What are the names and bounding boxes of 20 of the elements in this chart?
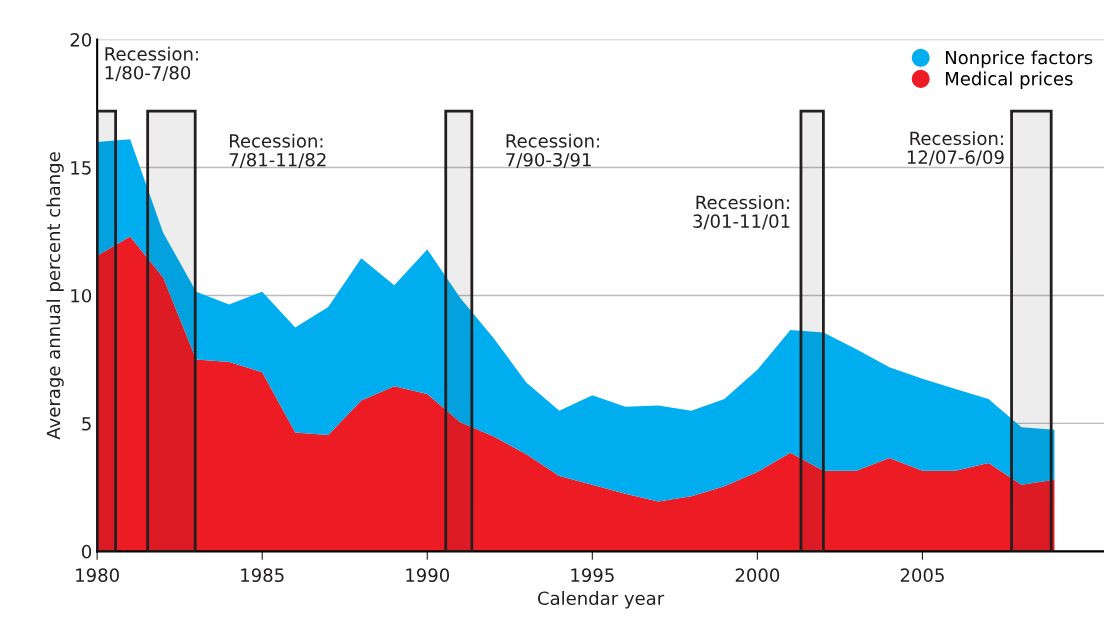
x-tick-label: 2005 (900, 568, 944, 583)
x-axis-title: Calendar year (537, 591, 665, 609)
x-tick-label: 1990 (406, 568, 450, 583)
y-tick-label: 5 (82, 417, 91, 431)
band-label: Recession: 7/81-11/82 (229, 133, 326, 168)
legend-label: Medical prices (945, 71, 1073, 89)
x-tick-label: 1980 (76, 568, 119, 583)
y-tick-label: 10 (71, 288, 92, 303)
y-tick-label: 0 (81, 544, 92, 559)
x-tick-label: 1985 (241, 568, 284, 583)
legend-label: Nonprice factors (945, 50, 1093, 68)
band-label: Recession: 1/80-7/80 (105, 46, 198, 81)
band-label: Recession: 12/07-6/09 (907, 131, 1004, 166)
y-tick-label: 15 (71, 161, 91, 175)
x-tick-label: 1995 (571, 568, 614, 583)
x-tick-label: 2000 (735, 568, 780, 583)
band-label: Recession: 7/90-3/91 (506, 133, 600, 168)
y-tick-label: 20 (70, 33, 92, 47)
band-label: Recession: 3/01-11/01 (693, 195, 790, 230)
y-axis-title: Average annual percent change (46, 152, 64, 440)
